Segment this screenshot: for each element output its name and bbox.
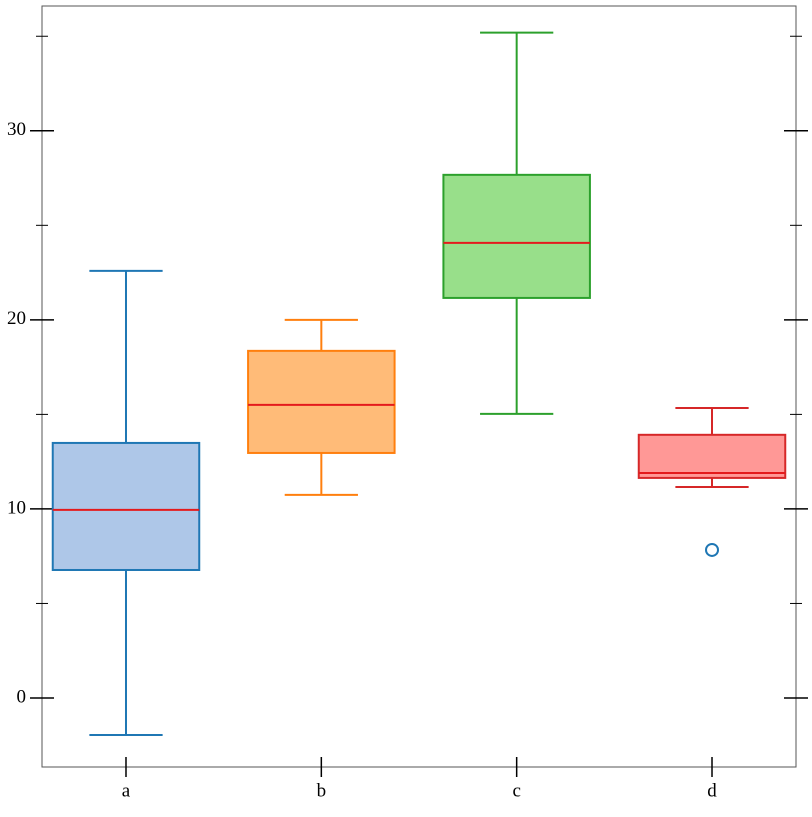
x-tick-label: c [512, 780, 520, 801]
y-tick-label: 30 [7, 119, 26, 140]
box [442, 173, 591, 299]
plot-frame [41, 5, 797, 768]
y-tick-label: 0 [17, 686, 27, 707]
y-tick-label: 10 [7, 497, 26, 518]
x-tick-label: b [317, 780, 327, 801]
y-tick-label: 20 [7, 308, 26, 329]
box [247, 349, 396, 454]
x-tick-label: a [122, 780, 131, 801]
flier [705, 542, 720, 557]
box [637, 433, 787, 479]
box [51, 441, 201, 571]
x-tick-label: d [707, 780, 717, 801]
